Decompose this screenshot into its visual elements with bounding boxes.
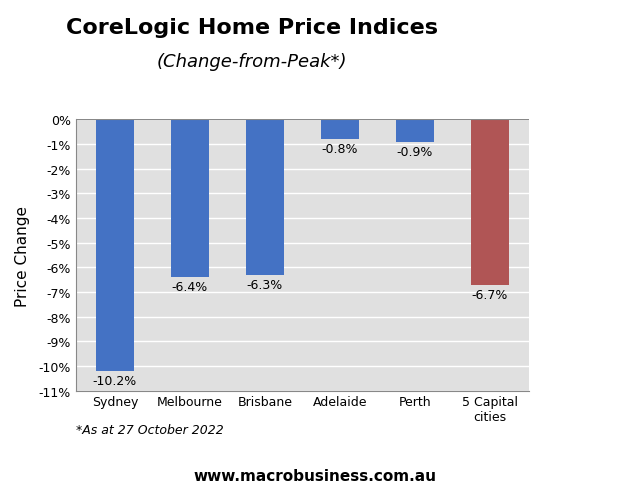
Bar [471, 120, 508, 285]
Text: -6.7%: -6.7% [472, 288, 508, 301]
Text: (Change-from-Peak*): (Change-from-Peak*) [157, 53, 347, 71]
Text: -0.9%: -0.9% [397, 145, 433, 158]
Bar [321, 120, 358, 140]
Text: -6.4%: -6.4% [172, 281, 208, 294]
Text: MACRO: MACRO [489, 38, 563, 56]
Text: *As at 27 October 2022: *As at 27 October 2022 [76, 423, 224, 436]
Bar [96, 120, 134, 371]
Text: BUSINESS: BUSINESS [487, 69, 565, 83]
Text: CoreLogic Home Price Indices: CoreLogic Home Price Indices [66, 18, 438, 38]
Text: -6.3%: -6.3% [247, 278, 283, 291]
Text: www.macrobusiness.com.au: www.macrobusiness.com.au [193, 468, 437, 483]
Bar [246, 120, 284, 275]
Bar [171, 120, 209, 278]
Text: -10.2%: -10.2% [93, 374, 137, 387]
Bar [396, 120, 433, 142]
Y-axis label: Price Change: Price Change [15, 205, 30, 306]
Text: -0.8%: -0.8% [322, 143, 358, 156]
